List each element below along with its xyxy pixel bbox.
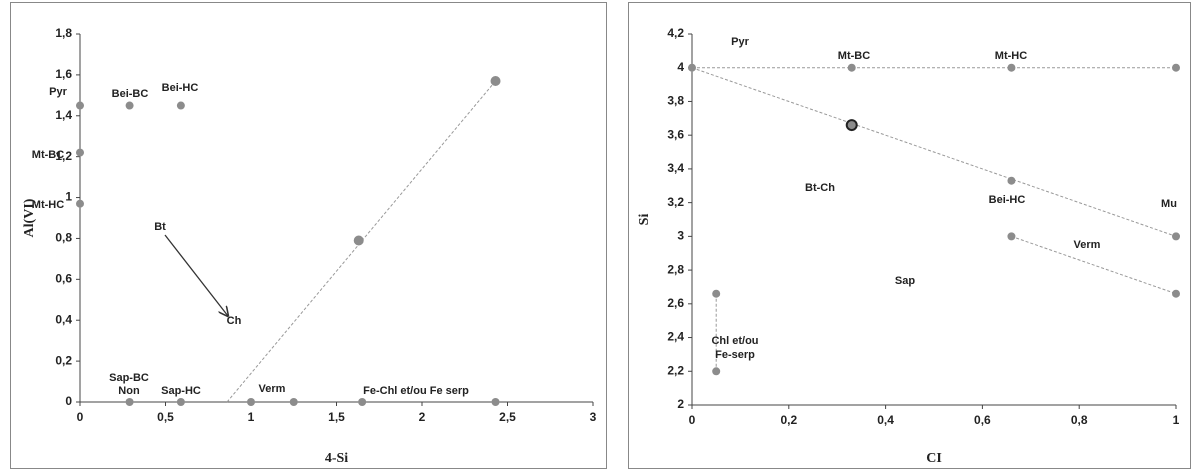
- point: [1172, 232, 1180, 241]
- panel-frame: [628, 2, 1191, 469]
- y-tick-label: 0,6: [55, 272, 72, 286]
- point: [712, 367, 721, 376]
- y-tick-label: 2: [677, 397, 684, 411]
- point: [76, 101, 84, 110]
- x-tick-label: 0,4: [877, 413, 894, 427]
- point: [353, 235, 364, 246]
- y-tick-label: 2,6: [667, 296, 684, 310]
- x-tick-label: 0,5: [157, 410, 174, 424]
- annotation: Pyr: [49, 86, 67, 98]
- y-tick-label: 3,6: [667, 127, 684, 141]
- point: [712, 289, 721, 298]
- y-tick-label: 0: [65, 394, 72, 408]
- annotation: Bei-BC: [112, 88, 149, 100]
- x-tick-label: 0: [689, 413, 696, 427]
- annotation: Bt: [154, 221, 166, 233]
- y-tick-label: 3,2: [667, 195, 684, 209]
- y-tick-label: 4,2: [667, 26, 684, 40]
- dashed-line: [691, 67, 1177, 237]
- point: [176, 101, 185, 110]
- y-tick-label: 1: [65, 190, 72, 204]
- annotation: Fe-serp: [715, 349, 755, 361]
- point: [491, 398, 500, 406]
- point: [247, 398, 255, 406]
- y-tick-label: 1,8: [55, 26, 72, 40]
- point: [125, 398, 134, 406]
- point: [1172, 63, 1180, 72]
- y-tick-label: 0,8: [55, 231, 72, 245]
- y-tick-label: 1,2: [55, 149, 72, 163]
- x-tick-label: 3: [590, 410, 597, 424]
- annotation: Verm: [259, 383, 286, 395]
- point: [358, 398, 367, 406]
- annotation: Non: [118, 385, 140, 397]
- y-axis-title: Si: [637, 214, 652, 226]
- y-tick-label: 2,8: [667, 262, 684, 276]
- annotation: Mu: [1161, 198, 1177, 210]
- annotation: Bei-HC: [162, 82, 199, 94]
- point: [176, 398, 185, 406]
- point: [847, 63, 856, 72]
- x-tick-label: 0,6: [974, 413, 991, 427]
- y-tick-label: 2,4: [667, 330, 684, 344]
- annotation: Mt-BC: [32, 149, 64, 161]
- point: [688, 63, 696, 72]
- annotation: Sap: [895, 275, 915, 287]
- annotation: Fe-Chl et/ou Fe serp: [363, 385, 469, 397]
- point: [289, 398, 298, 406]
- annotation: Sap-BC: [109, 372, 149, 384]
- x-tick-label: 1: [248, 410, 255, 424]
- point: [125, 101, 134, 110]
- annotation: Sap-HC: [161, 385, 201, 397]
- x-tick-label: 1,5: [328, 410, 345, 424]
- annotation: Bt-Ch: [805, 182, 835, 194]
- y-tick-label: 3: [677, 229, 684, 243]
- point: [76, 199, 84, 208]
- x-axis-title: 4-Si: [325, 451, 348, 466]
- y-axis-title: Al(VI): [22, 198, 37, 237]
- annotation: Mt-HC: [32, 199, 64, 211]
- annotation: Chl et/ou: [711, 335, 758, 347]
- y-tick-label: 0,4: [55, 312, 72, 326]
- y-tick-label: 3,4: [667, 161, 684, 175]
- x-axis-title: CI: [926, 451, 942, 466]
- annotation: Ch: [227, 315, 242, 327]
- x-tick-label: 0,2: [780, 413, 797, 427]
- x-tick-label: 2: [419, 410, 426, 424]
- point: [490, 76, 501, 87]
- y-tick-label: 1,4: [55, 108, 72, 122]
- y-tick-label: 1,6: [55, 67, 72, 81]
- annotation: Pyr: [731, 36, 749, 48]
- x-tick-label: 1: [1173, 413, 1180, 427]
- point: [1007, 176, 1016, 185]
- arrow: [164, 234, 228, 316]
- dashed-line: [1011, 235, 1177, 295]
- point: [1007, 232, 1016, 241]
- point: [1172, 289, 1180, 298]
- x-tick-label: 2,5: [499, 410, 516, 424]
- x-tick-label: 0: [77, 410, 84, 424]
- annotation: Mt-BC: [838, 50, 870, 62]
- point: [1007, 63, 1016, 72]
- y-tick-label: 0,2: [55, 353, 72, 367]
- y-tick-label: 4: [677, 60, 684, 74]
- annotation: Verm: [1074, 239, 1101, 251]
- panel-frame: [10, 2, 607, 469]
- point: [76, 148, 84, 157]
- y-tick-label: 3,8: [667, 94, 684, 108]
- annotation: Mt-HC: [995, 50, 1027, 62]
- y-tick-label: 2,2: [667, 363, 684, 377]
- x-tick-label: 0,8: [1071, 413, 1088, 427]
- point: [845, 119, 858, 132]
- annotation: Bei-HC: [989, 194, 1026, 206]
